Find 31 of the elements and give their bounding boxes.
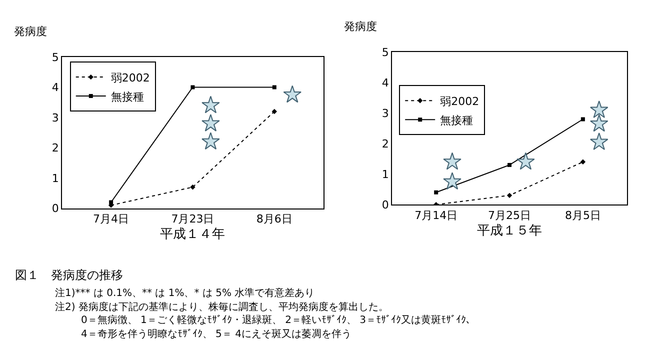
y-tick-label: 1 [52,172,59,185]
y-tick-label: 2 [52,142,59,155]
x-axis-title: 平成１５年 [477,223,542,238]
y-tick-label: 5 [52,50,59,64]
x-tick-label: 7月23日 [171,212,214,226]
text: 4＝奇形を伴う明瞭なﾓｻﾞｲｸ、 5＝ 4にえそ斑又は萎凋を伴う [81,328,352,340]
legend-label: 弱2002 [440,94,480,108]
text: 0＝無病徴、 1＝ごく軽微なﾓｻﾞｲｸ・退緑斑、 2＝軽いﾓｻﾞｲｸ、 3＝ﾓｻﾞｲｸ又は黄斑ﾓｻﾞｲｸ、 [81,314,476,326]
x-tick-label: 7月14日 [414,208,458,222]
y-tick-label: 3 [52,111,59,124]
text: 注1)*** は 0.1%、** は 1%、* は 5% 水準で有意差あり [55,287,315,299]
y-tick-label: 5 [382,46,389,60]
y-tick-label: 4 [52,81,59,94]
x-tick-label: 7月25日 [488,208,532,222]
y-tick-label: 4 [382,76,389,90]
caption: 図１ 発病度の推移 [15,268,123,282]
y-tick-label: 2 [382,137,389,150]
y-axis-title: 発病度 [14,25,47,38]
legend-label: 無接種 [440,114,474,127]
legend-label: 無接種 [110,90,144,104]
y-tick-label: 3 [382,107,389,120]
y-tick-label: 0 [52,202,59,216]
y-tick-label: 0 [382,198,389,212]
y-axis-title: 発病度 [344,20,377,33]
text: 注2) 発病度は下記の基準により、株毎に調査し、平均発病度を算出した。 [55,301,388,313]
x-tick-label: 7月4日 [93,212,130,226]
legend-label: 弱2002 [110,71,150,84]
x-tick-label: 8月5日 [564,208,601,222]
y-tick-label: 1 [382,168,389,181]
x-axis-title: 平成１４年 [160,227,226,242]
x-tick-label: 8月6日 [256,212,292,226]
